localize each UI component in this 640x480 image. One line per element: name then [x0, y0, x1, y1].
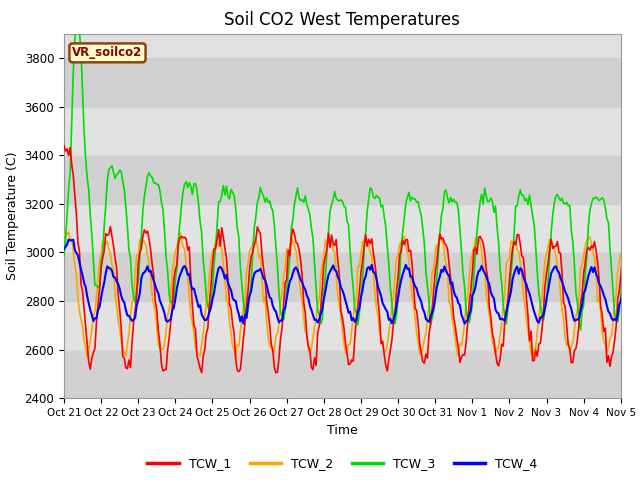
Bar [64, 155, 621, 204]
Text: VR_soilco2: VR_soilco2 [72, 47, 143, 60]
TCW_2 [65, 229, 72, 235]
TCW_4 [65, 237, 72, 242]
TCW_1 [60, 143, 68, 148]
TCW_4 [82, 284, 90, 290]
TCW_3 [100, 223, 108, 228]
Line: TCW_2: TCW_2 [64, 232, 640, 359]
TCW_3 [572, 290, 580, 296]
Bar [64, 107, 621, 155]
Bar [64, 204, 621, 252]
X-axis label: Time: Time [327, 424, 358, 437]
TCW_3 [366, 185, 374, 191]
TCW_2 [232, 356, 239, 361]
TCW_1 [572, 346, 580, 351]
TCW_2 [82, 345, 90, 350]
TCW_2 [60, 230, 68, 236]
Title: Soil CO2 West Temperatures: Soil CO2 West Temperatures [225, 11, 460, 29]
TCW_3 [577, 327, 584, 333]
TCW_4 [572, 317, 580, 323]
TCW_1 [272, 370, 280, 376]
TCW_1 [366, 240, 374, 246]
TCW_2 [573, 307, 581, 313]
Bar [64, 252, 621, 301]
Legend: TCW_1, TCW_2, TCW_3, TCW_4: TCW_1, TCW_2, TCW_3, TCW_4 [142, 452, 543, 475]
TCW_2 [368, 253, 376, 259]
Line: TCW_4: TCW_4 [64, 240, 640, 325]
TCW_2 [486, 312, 493, 318]
TCW_4 [100, 280, 108, 286]
TCW_1 [99, 255, 106, 261]
TCW_4 [366, 267, 374, 273]
TCW_3 [60, 252, 68, 258]
TCW_1 [484, 276, 492, 282]
Bar [64, 58, 621, 107]
TCW_2 [100, 242, 108, 248]
TCW_4 [60, 246, 68, 252]
Line: TCW_1: TCW_1 [64, 145, 640, 373]
TCW_3 [74, 13, 82, 19]
Line: TCW_3: TCW_3 [64, 16, 640, 330]
TCW_4 [484, 278, 492, 284]
TCW_3 [82, 156, 90, 162]
TCW_3 [484, 199, 492, 204]
Y-axis label: Soil Temperature (C): Soil Temperature (C) [6, 152, 19, 280]
TCW_1 [80, 306, 88, 312]
Bar [64, 350, 621, 398]
Bar [64, 301, 621, 350]
